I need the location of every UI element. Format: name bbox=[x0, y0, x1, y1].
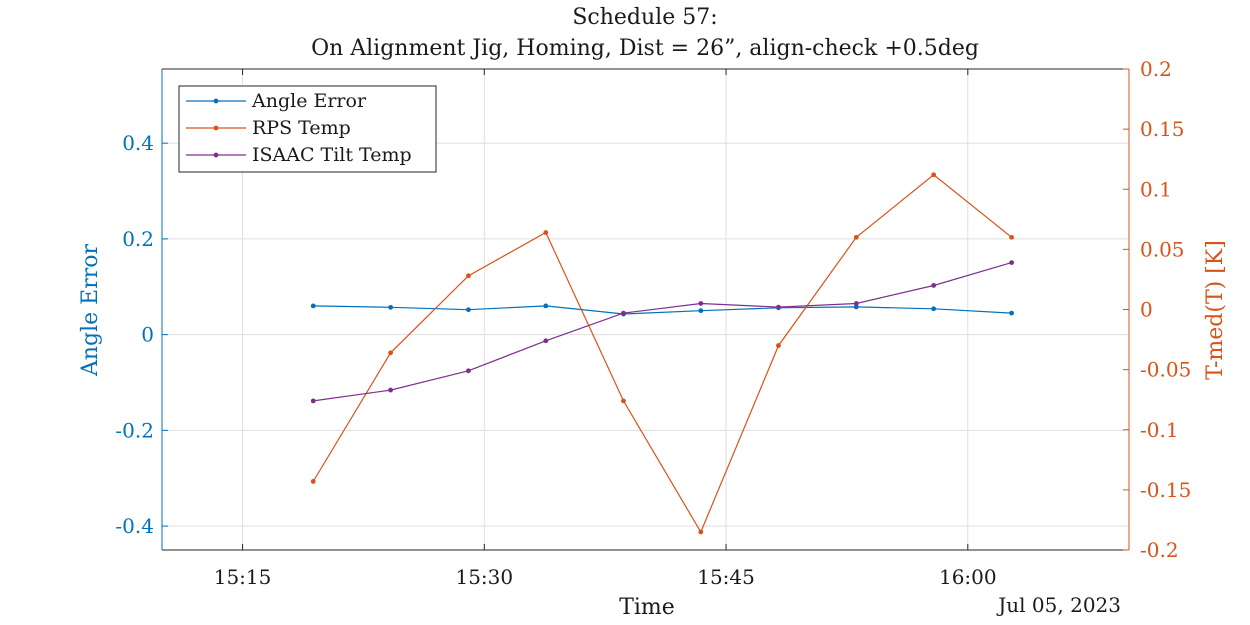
legend-label: ISAAC Tilt Temp bbox=[252, 144, 412, 166]
date-label: Jul 05, 2023 bbox=[996, 593, 1121, 617]
data-point bbox=[310, 479, 316, 484]
left-y-axis-label: Angle Error bbox=[78, 243, 103, 377]
series-line-0 bbox=[313, 305, 1012, 315]
left-y-tick-label: 0.4 bbox=[122, 131, 154, 155]
data-point bbox=[1009, 260, 1015, 266]
right-y-axis-label: T-med(T) [K] bbox=[1203, 240, 1228, 380]
x-tick-label: 16:00 bbox=[939, 565, 997, 589]
right-y-tick-label: -0.05 bbox=[1140, 358, 1191, 382]
data-point bbox=[621, 398, 626, 404]
series-line-1 bbox=[312, 174, 1012, 534]
data-point bbox=[853, 234, 859, 240]
series-layer bbox=[310, 172, 1015, 535]
data-point bbox=[1009, 234, 1015, 240]
x-tick-label: 15:30 bbox=[455, 565, 513, 589]
legend-swatch-marker bbox=[213, 98, 219, 104]
data-point bbox=[543, 230, 549, 235]
chart-subtitle: On Alignment Jig, Homing, Dist = 26”, al… bbox=[311, 36, 979, 61]
data-point bbox=[310, 303, 316, 309]
x-tick-label: 15:15 bbox=[214, 565, 272, 589]
right-y-tick-label: -0.1 bbox=[1140, 418, 1179, 442]
x-axis-label: Time bbox=[619, 595, 675, 620]
data-point bbox=[543, 303, 549, 309]
data-point bbox=[310, 398, 316, 404]
legend-swatch-marker bbox=[213, 152, 219, 158]
right-y-tick-label: 0.1 bbox=[1140, 177, 1172, 201]
data-point bbox=[931, 306, 937, 312]
data-point bbox=[776, 343, 781, 348]
data-point bbox=[853, 304, 859, 310]
data-point bbox=[466, 368, 471, 374]
legend-label: RPS Temp bbox=[252, 117, 351, 139]
data-point bbox=[1009, 310, 1015, 316]
data-point bbox=[388, 304, 393, 310]
left-y-tick-label: -0.2 bbox=[115, 418, 154, 442]
series-line-2 bbox=[313, 262, 1012, 402]
data-point bbox=[776, 304, 781, 310]
data-point bbox=[698, 308, 704, 314]
data-point bbox=[466, 307, 471, 313]
right-y-tick-label: 0.15 bbox=[1140, 117, 1185, 141]
legend: Angle Error RPS Temp ISAAC Tilt Temp bbox=[178, 85, 437, 173]
left-y-tick-label: 0 bbox=[141, 323, 154, 347]
legend-label: Angle Error bbox=[251, 90, 367, 112]
legend-swatch-marker bbox=[213, 125, 219, 131]
left-y-tick-label: 0.2 bbox=[122, 227, 154, 251]
data-point bbox=[698, 529, 704, 535]
right-y-tick-label: 0.2 bbox=[1140, 57, 1172, 81]
chart-title: Schedule 57: bbox=[572, 5, 717, 30]
data-point bbox=[931, 283, 937, 288]
right-y-tick-label: 0.05 bbox=[1140, 237, 1185, 261]
data-point bbox=[621, 310, 626, 316]
ticks: 15:15 15:30 15:45 16:00 -0.4 -0.2 0 0.2 0.4 -0.2 -… bbox=[115, 57, 1191, 589]
x-tick-label: 15:45 bbox=[697, 565, 755, 589]
data-point bbox=[931, 172, 937, 178]
right-y-tick-label: -0.15 bbox=[1140, 478, 1191, 502]
data-point bbox=[853, 301, 859, 306]
left-y-tick-label: -0.4 bbox=[115, 514, 154, 538]
right-y-tick-label: 0 bbox=[1140, 298, 1153, 322]
data-point bbox=[388, 350, 393, 356]
data-point bbox=[466, 273, 471, 279]
right-y-tick-label: -0.2 bbox=[1140, 538, 1179, 562]
legend-box bbox=[178, 85, 437, 173]
data-point bbox=[543, 338, 549, 344]
data-point bbox=[698, 301, 704, 306]
data-point bbox=[388, 387, 393, 393]
